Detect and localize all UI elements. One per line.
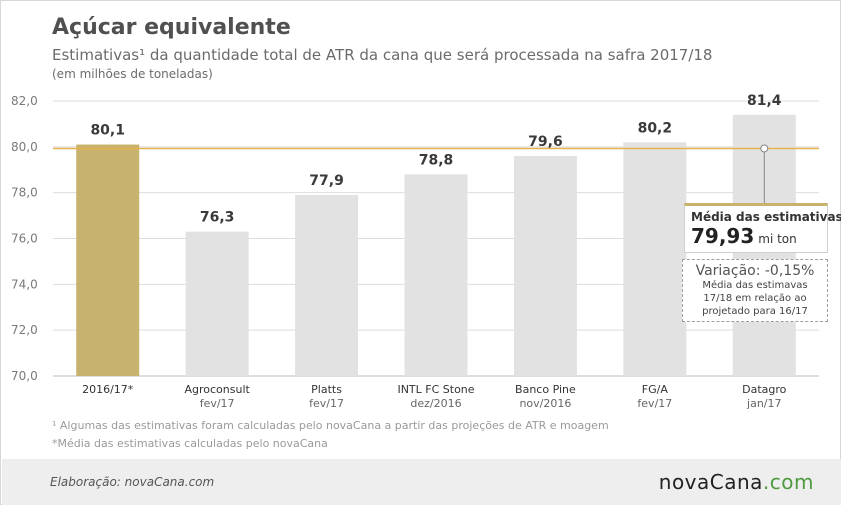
x-tick-date: fev/17 [200,397,235,410]
chart-title: Açúcar equivalente [52,15,291,40]
bar [76,144,140,376]
x-tick-label: 2016/17* [82,383,134,396]
credit-text: Elaboração: novaCana.com [50,475,215,489]
logo-ext: .com [762,470,814,494]
variation-line-2: 17/18 em relação ao [703,293,807,304]
x-tick-label: Banco Pine [515,383,576,396]
x-tick-date: nov/2016 [519,397,571,410]
variation-line-3: projetado para 16/17 [702,306,808,317]
bar [623,142,687,376]
unit-note: (em milhões de toneladas) [52,67,213,81]
y-tick-label: 80,0 [11,140,38,154]
bar [185,231,249,376]
bar [404,174,468,376]
value-label: 76,3 [200,210,235,226]
x-tick-label: FG/A [642,383,669,396]
bar [513,156,577,376]
value-label: 79,6 [528,134,563,150]
value-label: 80,1 [90,123,125,139]
x-tick-label: Platts [311,383,342,396]
x-tick-label: Agroconsult [184,383,250,396]
footnote-1: ¹ Algumas das estimativas foram calculad… [52,419,609,432]
value-label: 77,9 [309,173,344,189]
x-tick-date: fev/17 [637,397,672,410]
value-label: 81,4 [747,93,782,109]
average-label: Média das estimativas: [691,210,841,224]
average-callout: Média das estimativas: 79,93 mi ton [684,203,841,253]
variation-line-1: Média das estimavas [702,280,808,291]
chart-subtitle: Estimativas¹ da quantidade total de ATR … [52,46,713,64]
x-tick-date: dez/2016 [410,397,461,410]
footnote-2: *Média das estimativas calculadas pelo n… [52,437,328,450]
x-tick-label: Datagro [742,383,787,396]
bar [295,194,359,376]
logo-main: novaCana [658,470,763,494]
novacana-logo[interactable]: novaCana.com [659,470,814,494]
y-tick-label: 74,0 [11,277,38,291]
average-value: 79,93 [691,224,755,248]
x-tick-label: INTL FC Stone [397,383,474,396]
y-tick-label: 78,0 [11,186,38,200]
y-tick-label: 70,0 [11,369,38,383]
average-marker [760,144,769,153]
value-label: 80,2 [638,120,673,136]
value-label: 78,8 [419,152,454,168]
x-tick-date: fev/17 [309,397,344,410]
variation-title: Variação: -0,15% [695,263,815,279]
average-unit: mi ton [758,232,797,246]
y-tick-label: 82,0 [11,94,38,108]
footer: Elaboração: novaCana.com novaCana.com [2,459,841,505]
variation-callout: Variação: -0,15% Média das estimavas 17/… [682,259,828,322]
y-tick-label: 76,0 [11,232,38,246]
y-tick-label: 72,0 [11,323,38,337]
x-tick-date: jan/17 [746,397,781,410]
